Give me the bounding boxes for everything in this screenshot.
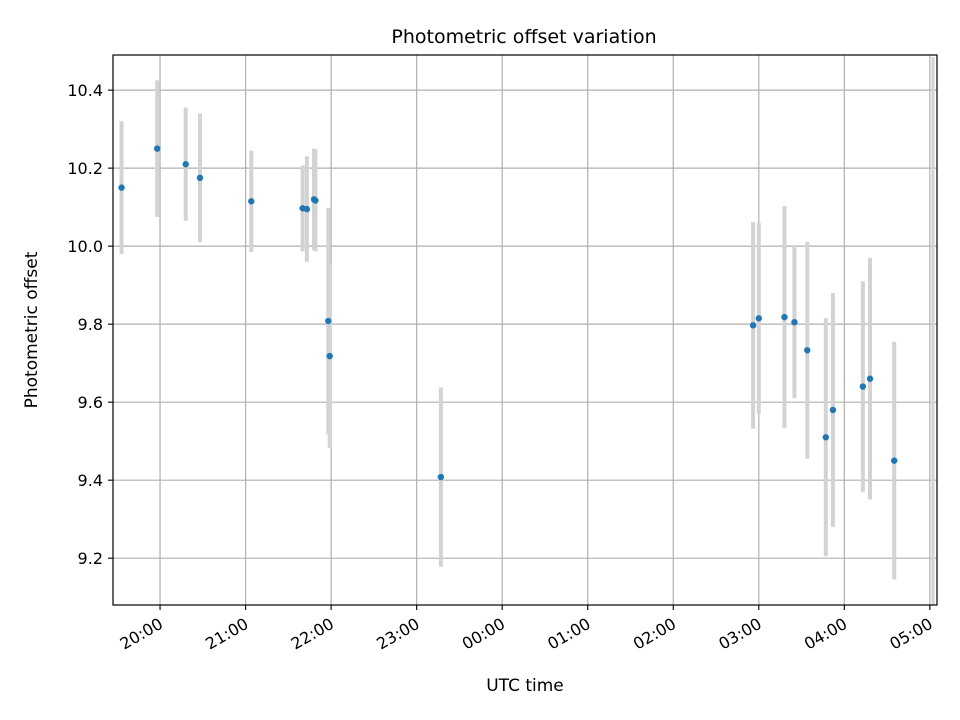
y-tick-label: 9.4	[78, 471, 103, 490]
point-layer	[118, 145, 898, 481]
chart-title: Photometric offset variation	[391, 26, 656, 48]
y-tick-label: 10.0	[67, 237, 103, 256]
data-point	[325, 317, 332, 325]
data-point	[755, 315, 762, 322]
data-point	[781, 313, 788, 321]
data-point	[822, 434, 830, 441]
x-tick-label: 23:00	[373, 614, 422, 654]
plot-frame	[112, 54, 938, 606]
x-tick-label: 05:00	[886, 614, 935, 654]
data-point	[153, 145, 161, 152]
data-point	[303, 205, 311, 213]
errorbar-layer	[119, 57, 935, 605]
data-point	[196, 174, 204, 182]
y-axis-label: Photometric offset	[22, 251, 42, 408]
x-tick-label: 01:00	[544, 614, 593, 654]
x-tick-label: 22:00	[288, 614, 337, 654]
x-tick-label: 20:00	[117, 614, 166, 654]
x-tick-label: 04:00	[801, 614, 850, 654]
data-point	[312, 197, 319, 204]
data-point	[866, 375, 874, 382]
data-point	[829, 406, 837, 414]
y-tick-label: 9.6	[78, 393, 103, 412]
x-tick-label: 03:00	[715, 614, 764, 654]
data-point	[804, 347, 811, 354]
data-point	[859, 383, 867, 390]
x-axis-label: UTC time	[486, 676, 564, 696]
y-tick-label: 9.8	[78, 315, 103, 334]
x-tick-label: 21:00	[202, 614, 251, 654]
data-point	[118, 184, 125, 191]
y-tick-label: 9.2	[78, 549, 103, 568]
x-tick-label: 02:00	[630, 614, 679, 654]
y-tick-label: 10.2	[67, 159, 103, 178]
data-point	[891, 457, 898, 464]
data-point	[749, 322, 757, 329]
grid-layer	[113, 55, 937, 605]
data-point	[326, 352, 333, 360]
data-point	[791, 318, 798, 326]
data-point	[182, 161, 189, 168]
x-tick-label: 00:00	[459, 614, 508, 654]
data-point	[437, 473, 445, 481]
data-point	[248, 198, 255, 205]
y-tick-label: 10.4	[67, 81, 103, 100]
